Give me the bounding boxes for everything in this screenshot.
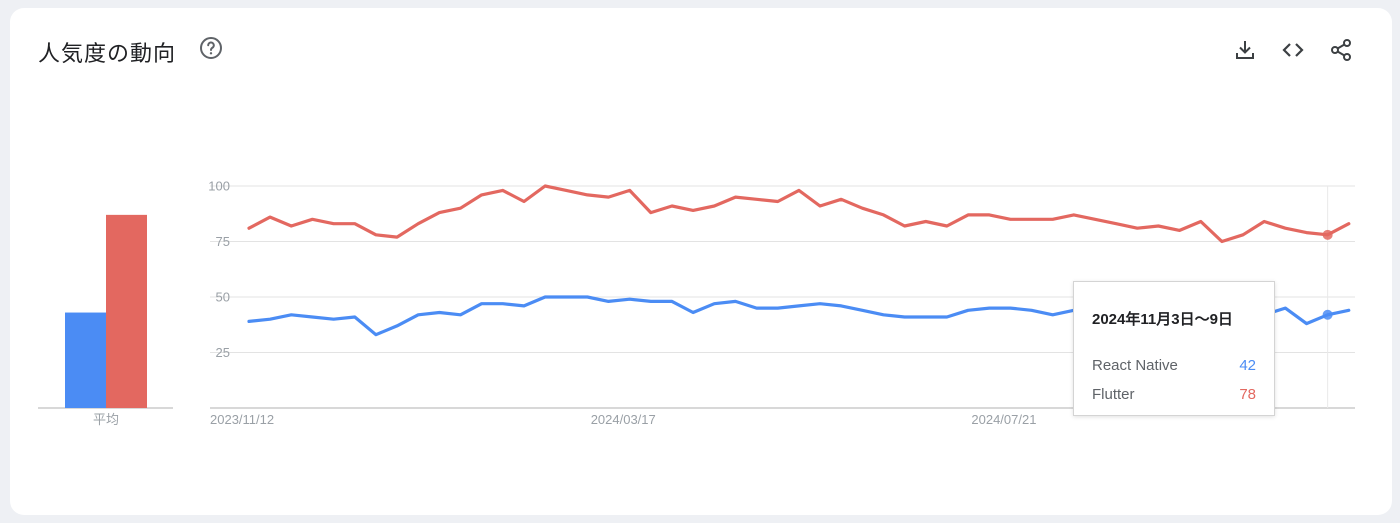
tooltip-series-value: 78 (1239, 386, 1256, 403)
y-tick-label: 25 (216, 345, 230, 360)
share-icon[interactable] (1329, 38, 1353, 62)
tooltip-series-name: React Native (1092, 357, 1178, 374)
y-tick-label: 100 (208, 179, 230, 194)
highlight-point-flutter (1322, 229, 1333, 240)
download-icon[interactable] (1233, 38, 1257, 62)
help-circle-icon[interactable] (199, 36, 223, 60)
x-tick-label: 2024/03/17 (591, 412, 656, 427)
average-label: 平均 (93, 413, 119, 428)
tooltip-series-value: 42 (1239, 357, 1256, 374)
embed-code-icon[interactable] (1281, 38, 1305, 62)
tooltip-row-flutter: Flutter 78 (1092, 386, 1256, 403)
x-tick-label: 2024/07/21 (971, 412, 1036, 427)
average-bar-flutter (106, 214, 147, 408)
x-tick-label: 2023/11/12 (210, 412, 274, 427)
trend-card (10, 8, 1392, 515)
series-line-flutter (247, 184, 1351, 244)
highlight-point-react-native (1322, 309, 1333, 320)
y-tick-label: 50 (216, 290, 230, 305)
y-tick-label: 75 (216, 234, 230, 249)
tooltip-series-name: Flutter (1092, 386, 1135, 403)
tooltip-row-react-native: React Native 42 (1092, 357, 1256, 374)
average-bar-react-native (65, 312, 106, 408)
page-title: 人気度の動向 (38, 42, 177, 67)
tooltip-date: 2024年11月3日〜9日 (1092, 311, 1233, 328)
data-tooltip: 2024年11月3日〜9日 React Native 42 Flutter 78 (1073, 281, 1275, 416)
